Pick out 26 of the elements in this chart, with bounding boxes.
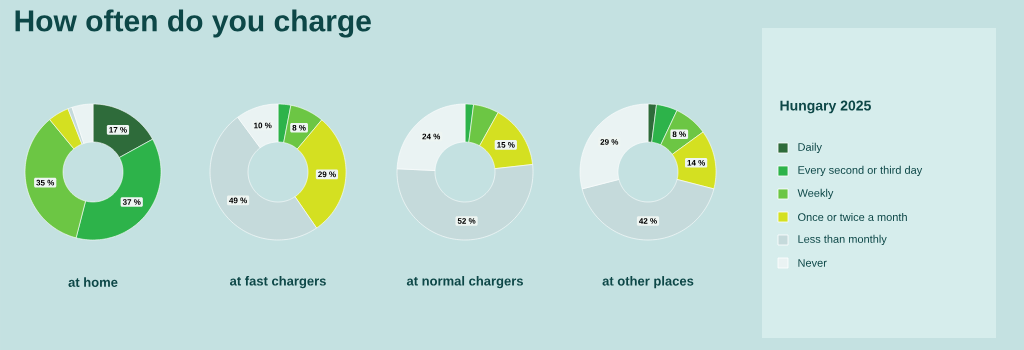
legend-label: Never [798, 259, 827, 267]
data-label: 35 % [36, 179, 55, 186]
data-label: 10 % [254, 122, 272, 129]
legend-label: Every second or third day [798, 165, 923, 177]
data-label: 17 % [109, 127, 127, 133]
text: at other places [602, 276, 694, 289]
data-label: 49 % [229, 197, 247, 204]
legend-label: Less than monthly [798, 234, 887, 246]
data-label: 24 % [422, 133, 441, 140]
text: at home [68, 277, 118, 287]
data-label: 8 % [672, 131, 686, 138]
legend-label: Weekly [797, 188, 834, 200]
data-label: 15 % [497, 142, 515, 148]
data-label: 52 % [457, 218, 476, 224]
text: at normal chargers [406, 276, 523, 289]
legend-label: Daily [798, 142, 822, 154]
data-label: 8 % [292, 124, 306, 131]
legend-title: Hungary 2025 [780, 100, 871, 114]
text: How often do you charge [15, 9, 371, 38]
data-label: 29 % [600, 139, 619, 145]
data-label: 42 % [639, 218, 657, 224]
data-label: 29 % [318, 171, 336, 178]
data-label: 14 % [687, 159, 706, 166]
text: at fast chargers [229, 276, 326, 289]
legend-label: Once or twice a month [798, 212, 907, 222]
data-label: 37 % [122, 199, 141, 205]
